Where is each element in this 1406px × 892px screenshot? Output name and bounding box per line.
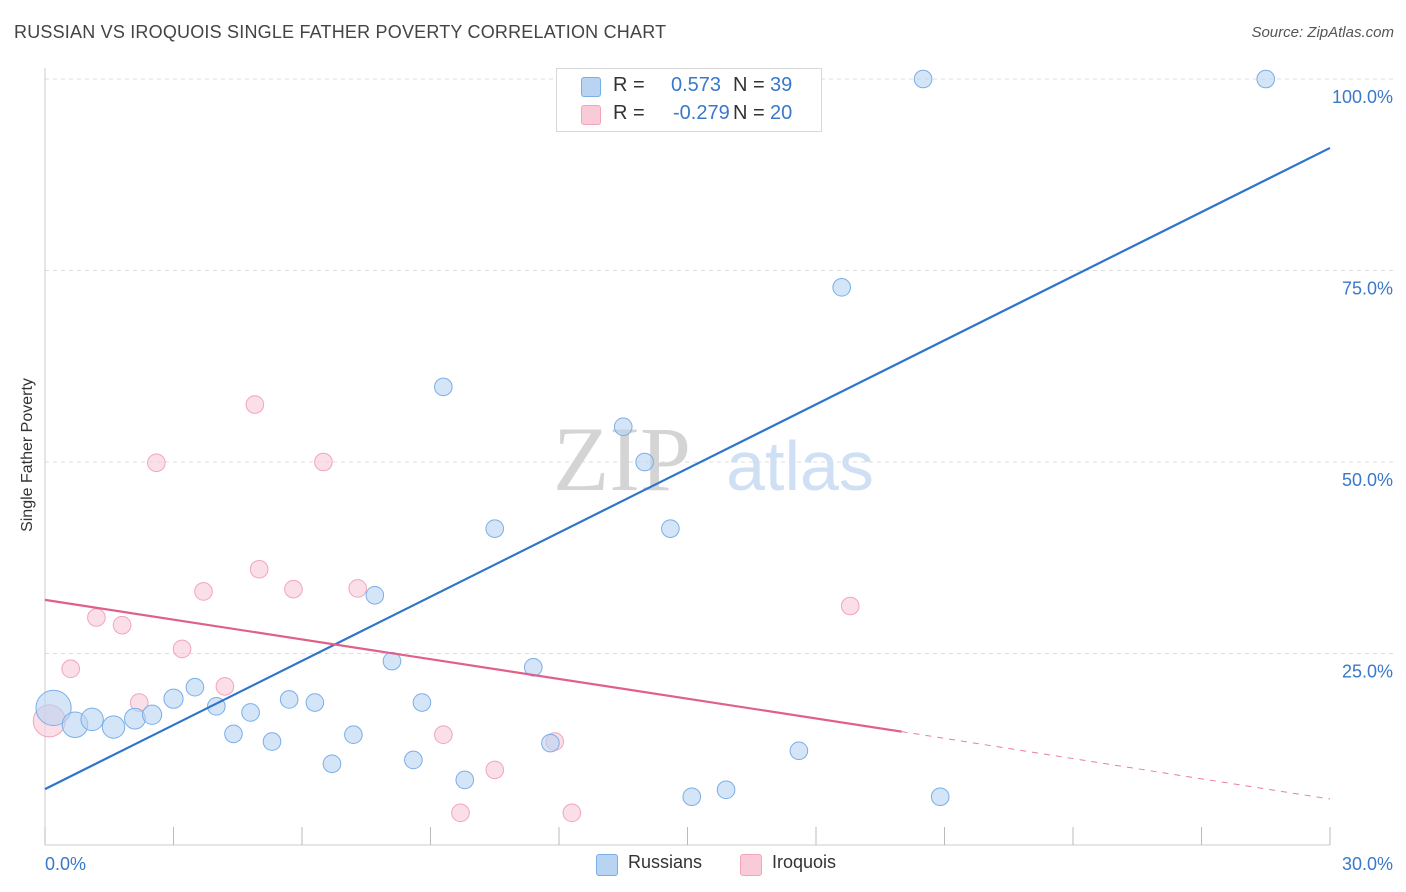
russians-point xyxy=(455,770,475,790)
russians-point xyxy=(322,754,342,774)
iroquois-point xyxy=(451,803,470,823)
russians-n-value: 39 xyxy=(770,74,793,96)
russians-point xyxy=(80,707,104,732)
correlation-legend: R = 0.573 N = 39 R = -0.279 N = 20 xyxy=(556,68,822,132)
iroquois-point xyxy=(112,615,132,635)
iroquois-point xyxy=(194,582,213,601)
russians-point xyxy=(716,780,736,800)
iroquois-point xyxy=(249,559,269,579)
iroquois-point xyxy=(245,395,265,414)
russians-point xyxy=(124,707,146,730)
chart-title: RUSSIAN VS IROQUOIS SINGLE FATHER POVERT… xyxy=(14,22,667,42)
russians-point xyxy=(613,417,633,437)
iroquois-point xyxy=(485,760,505,780)
y-tick-label-25: 25.0% xyxy=(1342,662,1393,682)
iroquois-point xyxy=(147,453,166,473)
russians-point xyxy=(241,703,260,722)
russians-point xyxy=(661,519,680,538)
russians-r-value: 0.573 xyxy=(671,74,722,96)
y-tick-label-50: 50.0% xyxy=(1342,470,1393,490)
iroquois-points xyxy=(32,395,860,823)
trend-lines xyxy=(44,146,1331,800)
x-tick-label-min: 0.0% xyxy=(45,854,86,874)
russians-point xyxy=(163,688,184,709)
russians-point xyxy=(404,750,423,770)
iroquois-point xyxy=(284,579,303,599)
y-tick-label-75: 75.0% xyxy=(1342,279,1393,299)
russians-point xyxy=(913,69,933,89)
iroquois-point xyxy=(61,659,80,679)
tick-labels: 25.0% 50.0% 75.0% 100.0% 0.0% 30.0% xyxy=(45,87,1393,874)
iroquois-point xyxy=(215,677,235,696)
watermark-atlas: atlas xyxy=(726,427,874,505)
iroquois-trend-line xyxy=(44,598,902,733)
russians-point xyxy=(832,278,852,297)
iroquois-point xyxy=(348,579,367,598)
russians-point xyxy=(141,704,163,725)
iroquois-swatch xyxy=(581,105,601,125)
iroquois-point xyxy=(172,639,192,659)
legend-iroquois-label: Iroquois xyxy=(772,852,837,872)
russians-point xyxy=(262,732,282,751)
russians-point xyxy=(344,725,363,744)
russians-point xyxy=(682,787,702,807)
iroquois-trend-extension xyxy=(901,731,1331,800)
russians-swatch xyxy=(581,77,601,97)
iroquois-n-value: 20 xyxy=(770,102,793,124)
watermark: ZIP atlas xyxy=(553,408,874,510)
russians-point xyxy=(1256,69,1276,89)
russians-point xyxy=(224,724,243,744)
iroquois-r-label: R = xyxy=(613,102,645,124)
source-label: Source: ZipAtlas.com xyxy=(1251,24,1394,41)
x-tick-label-max: 30.0% xyxy=(1342,854,1393,874)
russians-trend-line xyxy=(44,146,1331,791)
iroquois-point xyxy=(434,725,453,744)
russians-point xyxy=(434,377,453,397)
russians-point xyxy=(35,689,72,726)
legend-iroquois-swatch xyxy=(740,854,762,876)
russians-point xyxy=(365,585,385,605)
russians-point xyxy=(541,733,560,753)
grid-lines xyxy=(45,78,1395,654)
russians-n-label: N = xyxy=(733,74,765,96)
legend-russians-swatch xyxy=(596,854,618,876)
russians-point xyxy=(789,741,809,761)
russians-point xyxy=(635,452,654,472)
iroquois-point xyxy=(840,596,860,616)
russians-point xyxy=(279,690,299,709)
russians-point xyxy=(305,693,325,712)
iroquois-point xyxy=(314,452,333,472)
y-tick-label-100: 100.0% xyxy=(1332,87,1393,107)
russians-r-label: R = xyxy=(613,74,645,96)
iroquois-r-value: -0.279 xyxy=(673,102,730,124)
russians-point xyxy=(485,519,505,538)
iroquois-n-label: N = xyxy=(733,102,765,124)
russians-point xyxy=(185,677,205,697)
legend-russians-label: Russians xyxy=(628,852,703,872)
iroquois-point xyxy=(87,608,106,627)
russians-point xyxy=(101,715,126,739)
russians-point xyxy=(412,693,432,712)
russians-point xyxy=(930,787,950,807)
iroquois-point xyxy=(562,803,582,823)
